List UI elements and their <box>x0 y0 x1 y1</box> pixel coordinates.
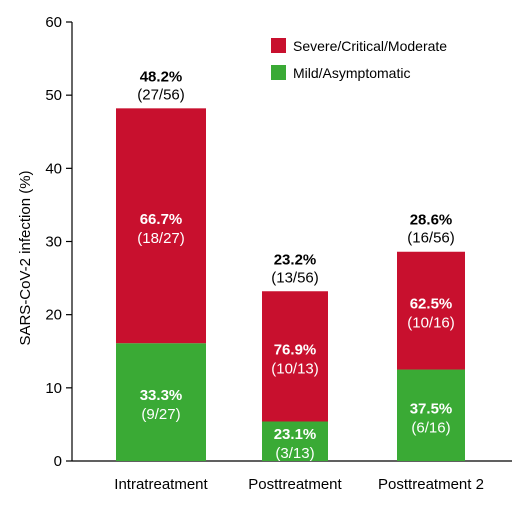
bar-segment <box>116 343 206 461</box>
legend-label: Mild/Asymptomatic <box>293 65 410 81</box>
bars <box>116 108 465 461</box>
bar-segment <box>262 421 328 461</box>
y-axis-label: SARS-CoV-2 infection (%) <box>17 170 34 345</box>
segment-fraction-label: (18/27) <box>137 230 185 247</box>
data-labels: 33.3% (9/27) 66.7% (18/27) 48.2%(27/56) 23.1%… <box>137 68 455 462</box>
bar-segment <box>397 251 465 370</box>
segment-percent-label: 37.5% <box>410 400 453 417</box>
segment-fraction-label: (9/27) <box>141 406 180 423</box>
segment-percent-label: 76.9% <box>274 341 317 358</box>
x-tick-label: Posttreatment 2 <box>378 476 484 493</box>
bar-segment <box>116 108 206 344</box>
segment-fraction-label: (3/13) <box>275 445 314 462</box>
segment-percent-label: 66.7% <box>140 211 183 228</box>
legend-swatch <box>271 65 286 80</box>
total-fraction-label: (16/56) <box>407 230 455 247</box>
total-fraction-label: (27/56) <box>137 86 185 103</box>
bar-segment <box>262 291 328 422</box>
segment-percent-label: 62.5% <box>410 296 453 313</box>
legend-label: Severe/Critical/Moderate <box>293 38 447 54</box>
segment-percent-label: 23.1% <box>274 426 317 443</box>
segment-percent-label: 33.3% <box>140 387 183 404</box>
y-tick-label: 60 <box>45 14 62 31</box>
axes: 0 10 20 30 40 50 60 Intratreatment Posttreatment… <box>45 14 512 493</box>
y-tick-label: 20 <box>45 307 62 324</box>
y-tick-label: 40 <box>45 160 62 177</box>
legend-swatch <box>271 38 286 53</box>
y-tick-label: 0 <box>54 453 62 470</box>
legend: Severe/Critical/Moderate Mild/Asymptomati… <box>271 38 447 81</box>
segment-fraction-label: (10/13) <box>271 360 319 377</box>
x-tick-label: Posttreatment <box>248 476 342 493</box>
y-tick-label: 50 <box>45 87 62 104</box>
total-percent-label: 28.6% <box>410 212 453 229</box>
segment-fraction-label: (6/16) <box>411 419 450 436</box>
total-fraction-label: (13/56) <box>271 269 319 286</box>
bar-segment <box>397 369 465 461</box>
y-tick-label: 30 <box>45 234 62 251</box>
total-percent-label: 23.2% <box>274 251 317 268</box>
total-percent-label: 48.2% <box>140 68 183 85</box>
x-tick-label: Intratreatment <box>114 476 208 493</box>
segment-fraction-label: (10/16) <box>407 315 455 332</box>
y-tick-label: 10 <box>45 380 62 397</box>
